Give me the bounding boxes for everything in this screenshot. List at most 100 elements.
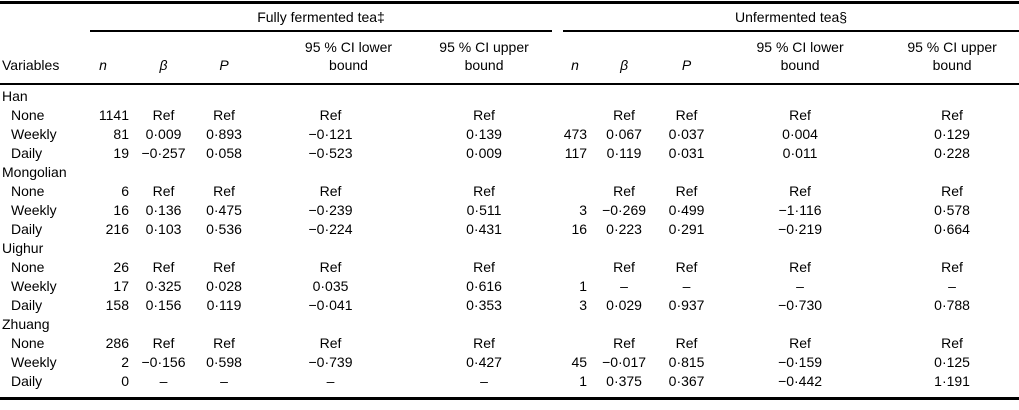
- column-header-p-ff: P: [195, 32, 253, 85]
- cell-uf-n: [560, 334, 590, 353]
- cell-uf-n: 1: [579, 278, 588, 294]
- cell-uf-p: 0·499: [668, 202, 705, 218]
- cell-uf-n: 3: [579, 297, 588, 313]
- cell-ff-n: 286: [105, 335, 129, 351]
- data-row: Weekly 2 −0·156 0·598 −0·739 0·427 45 −0·017 0·8…: [0, 353, 1019, 372]
- cell-uf-ci-lower: 0·011: [782, 145, 818, 161]
- cell-uf-ci-upper: 0·664: [934, 221, 970, 237]
- column-header-beta-ff: β: [132, 32, 195, 85]
- cell-ff-beta: 0·009: [145, 126, 182, 142]
- cell-ff-ci-upper: 0·009: [466, 145, 502, 161]
- cell-ff-beta: 0·103: [145, 221, 182, 237]
- cell-ff-beta: Ref: [152, 335, 175, 351]
- cell-ff-p: Ref: [213, 259, 235, 275]
- cell-ff-ci-upper: 0·511: [466, 202, 502, 218]
- cell-ff-n: 216: [105, 221, 129, 237]
- cell-uf-ci-lower: −1·116: [778, 202, 822, 218]
- cell-uf-ci-upper: 0·228: [934, 145, 970, 161]
- cell-ff-ci-lower: −0·224: [308, 221, 353, 237]
- cell-uf-ci-lower: −0·159: [778, 354, 823, 370]
- cell-ff-ci-lower: Ref: [319, 259, 342, 275]
- table-header: Fully fermented tea‡ Unfermented tea§ Va…: [0, 3, 1019, 85]
- cell-ff-n: 0: [121, 373, 129, 389]
- column-header-ci-lower-ff: 95 % CI lower bound: [253, 32, 408, 85]
- cell-uf-n: 45: [571, 354, 588, 370]
- variable-label: None: [11, 183, 45, 199]
- cell-uf-n: 1: [579, 373, 588, 389]
- column-header-row: Variables n β P 95 % CI lower bound 95 %…: [0, 32, 1019, 85]
- cell-uf-p: Ref: [675, 107, 698, 123]
- section-label: Han: [2, 88, 28, 104]
- cell-uf-beta: Ref: [613, 183, 635, 199]
- variable-label: Weekly: [11, 354, 57, 370]
- group-label-fully-fermented-tea: Fully fermented tea‡: [257, 9, 385, 25]
- variable-label: Daily: [11, 297, 43, 313]
- cell-ff-p: 0·475: [206, 202, 242, 218]
- group-rule-fully-fermented: Fully fermented tea‡: [90, 8, 553, 32]
- column-header-n-uf: n: [560, 32, 591, 85]
- cell-ff-ci-lower: Ref: [319, 183, 342, 199]
- cell-ff-ci-upper: Ref: [473, 107, 495, 123]
- data-row: Weekly 16 0·136 0·475 −0·239 0·511 3 −0·269 0·49…: [0, 201, 1019, 220]
- cell-uf-ci-lower: −0·730: [778, 297, 823, 313]
- cell-uf-ci-upper: –: [948, 278, 956, 294]
- variable-label: Daily: [11, 373, 43, 389]
- cell-ff-ci-upper: –: [480, 373, 488, 389]
- corner-cell: [0, 3, 74, 33]
- variable-label: Weekly: [11, 278, 57, 294]
- cell-uf-ci-lower: –: [796, 278, 804, 294]
- cell-ff-n: 26: [113, 259, 129, 275]
- cell-uf-ci-lower: Ref: [789, 183, 811, 199]
- section-row: Zhuang: [0, 315, 1019, 334]
- cell-uf-p: 0·031: [668, 145, 705, 161]
- cell-uf-p: Ref: [675, 183, 698, 199]
- cell-ff-beta: 0·136: [145, 202, 182, 218]
- cell-ff-beta: −0·156: [141, 354, 186, 370]
- cell-ff-n: 19: [113, 145, 129, 161]
- cell-uf-ci-lower: Ref: [789, 107, 811, 123]
- cell-uf-beta: Ref: [613, 259, 635, 275]
- cell-ff-ci-lower: −0·041: [308, 297, 353, 313]
- cell-ff-p: Ref: [213, 183, 235, 199]
- cell-uf-ci-upper: 0·578: [934, 202, 970, 218]
- cell-uf-p: 0·815: [668, 354, 705, 370]
- cell-ff-n: 16: [113, 202, 129, 218]
- cell-uf-ci-lower: Ref: [789, 259, 811, 275]
- cell-ff-ci-lower: −0·739: [308, 354, 353, 370]
- data-row: Daily 158 0·156 0·119 −0·041 0·353 3 0·029 0·937…: [0, 296, 1019, 315]
- cell-ff-beta: 0·325: [145, 278, 182, 294]
- cell-ff-beta: 0·156: [145, 297, 182, 313]
- cell-uf-p: 0·367: [668, 373, 705, 389]
- section-row: Uighur: [0, 239, 1019, 258]
- cell-uf-p: 0·937: [668, 297, 705, 313]
- data-row: Daily 19 −0·257 0·058 −0·523 0·009 117 0·119 0·0…: [0, 144, 1019, 163]
- variable-label: Weekly: [11, 202, 57, 218]
- cell-uf-n: 3: [579, 202, 588, 218]
- data-row: Daily 216 0·103 0·536 −0·224 0·431 16 0·223 0·29…: [0, 220, 1019, 239]
- variable-label: Daily: [11, 221, 43, 237]
- column-header-ci-upper-uf: 95 % CI upper bound: [885, 32, 1019, 85]
- cell-ff-beta: Ref: [152, 259, 175, 275]
- cell-ff-ci-upper: 0·431: [466, 221, 502, 237]
- cell-ff-ci-upper: Ref: [473, 183, 495, 199]
- data-row: Daily 0 – – – – 1 0·375 0·367 −0·442 1·191: [0, 372, 1019, 399]
- cell-ff-ci-upper: 0·427: [466, 354, 502, 370]
- cell-ff-ci-upper: 0·616: [466, 278, 502, 294]
- cell-ff-p: 0·893: [206, 126, 242, 142]
- cell-ff-p: Ref: [213, 107, 235, 123]
- cell-ff-beta: Ref: [152, 183, 175, 199]
- cell-uf-ci-lower: −0·442: [778, 373, 823, 389]
- group-header-cell-fully-fermented: Fully fermented tea‡: [74, 3, 560, 32]
- cell-uf-ci-upper: Ref: [941, 183, 963, 199]
- column-header-ci-lower-uf: 95 % CI lower bound: [715, 32, 886, 85]
- data-row: Weekly 81 0·009 0·893 −0·121 0·139 473 0·067 0·0…: [0, 125, 1019, 144]
- cell-uf-n: 473: [563, 126, 588, 142]
- cell-ff-ci-lower: −0·239: [308, 202, 353, 218]
- section-label: Zhuang: [2, 316, 50, 332]
- cell-ff-ci-upper: 0·139: [466, 126, 502, 142]
- cell-uf-ci-upper: 1·191: [934, 373, 970, 389]
- cell-uf-ci-upper: 0·125: [934, 354, 970, 370]
- cell-ff-ci-upper: 0·353: [466, 297, 502, 313]
- cell-uf-beta: 0·375: [606, 373, 642, 389]
- cell-ff-p: 0·028: [206, 278, 242, 294]
